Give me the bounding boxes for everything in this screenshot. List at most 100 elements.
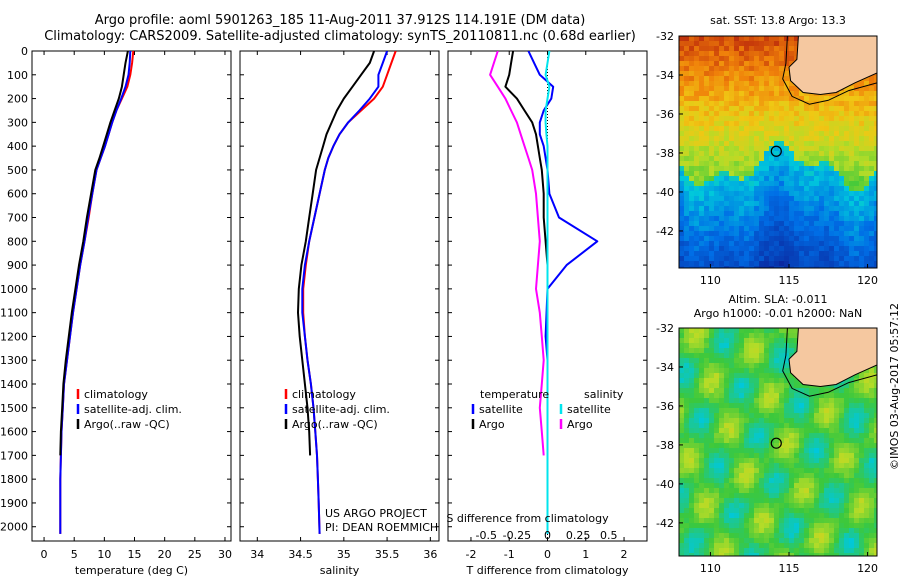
map-cell: [864, 141, 870, 147]
map-cell: [734, 46, 740, 52]
map-cell: [714, 388, 720, 394]
map-cell: [739, 543, 745, 549]
map-cell: [779, 423, 785, 429]
map-cell: [834, 96, 840, 102]
map-cell: [734, 433, 740, 439]
map-cell: [834, 463, 840, 469]
map-cell: [859, 231, 865, 237]
map-cell: [739, 136, 745, 142]
map-cell: [734, 463, 740, 469]
map-cell: [719, 413, 725, 419]
map-cell: [784, 373, 790, 379]
map-cell: [789, 226, 795, 232]
map-cell: [859, 413, 865, 419]
map-cell: [759, 146, 765, 152]
map-cell: [809, 498, 815, 504]
map-cell: [804, 121, 810, 127]
map-cell: [769, 81, 775, 87]
map-cell: [829, 503, 835, 509]
map-cell: [854, 236, 860, 242]
map-cell: [744, 488, 750, 494]
map-cell: [744, 261, 750, 267]
map-cell: [834, 266, 840, 268]
map-cell: [854, 96, 860, 102]
map-cell: [849, 398, 855, 404]
map-cell: [829, 383, 835, 389]
map-cell: [849, 206, 855, 212]
map-cell: [844, 156, 850, 162]
map-cell: [729, 51, 735, 57]
map-cell: [864, 181, 870, 187]
map-cell: [809, 453, 815, 459]
map-cell: [724, 201, 730, 207]
map-cell: [689, 261, 695, 267]
map-cell: [739, 398, 745, 404]
depth-tick-label: 600: [7, 188, 28, 201]
map-cell: [844, 226, 850, 232]
map-cell: [694, 433, 700, 439]
map-cell: [859, 388, 865, 394]
map-cell: [724, 101, 730, 107]
x-tick-label: 5: [71, 548, 78, 561]
map-cell: [774, 448, 780, 454]
map-cell: [709, 453, 715, 459]
map-cell: [799, 488, 805, 494]
map-cell: [694, 36, 700, 42]
map-cell: [724, 348, 730, 354]
map-cell: [809, 161, 815, 167]
map-cell: [759, 398, 765, 404]
map-cell: [739, 488, 745, 494]
map-cell: [704, 393, 710, 399]
map-cell: [759, 448, 765, 454]
map-cell: [804, 438, 810, 444]
map-cell: [684, 378, 690, 384]
map-cell: [854, 488, 860, 494]
figure-title-line2: Climatology: CARS2009. Satellite-adjuste…: [44, 29, 636, 44]
map-cell: [839, 548, 845, 554]
map-cell: [739, 533, 745, 539]
map-cell: [869, 543, 875, 549]
depth-tick-label: 1200: [0, 330, 28, 343]
map-cell: [834, 498, 840, 504]
map-cell: [804, 236, 810, 242]
map-cell: [854, 473, 860, 479]
map-cell: [839, 493, 845, 499]
map-cell: [734, 538, 740, 544]
map-cell: [699, 338, 705, 344]
map-cell: [804, 241, 810, 247]
map-cell: [874, 488, 877, 494]
map-cell: [749, 211, 755, 217]
map-cell: [784, 368, 790, 374]
map-cell: [749, 393, 755, 399]
map-cell: [804, 171, 810, 177]
map-cell: [869, 126, 875, 132]
map-cell: [684, 448, 690, 454]
map-cell: [754, 348, 760, 354]
map-cell: [694, 368, 700, 374]
map-cell: [684, 553, 690, 556]
map-cell: [869, 141, 875, 147]
map-cell: [764, 166, 770, 172]
map-cell: [834, 166, 840, 172]
map-cell: [834, 453, 840, 459]
map-cell: [724, 543, 730, 549]
annotation-text: PI: DEAN ROEMMICH: [325, 521, 438, 534]
map-cell: [729, 156, 735, 162]
map-cell: [874, 76, 877, 82]
map-cell: [774, 91, 780, 97]
map-cell: [739, 191, 745, 197]
map-cell: [684, 368, 690, 374]
map-cell: [829, 241, 835, 247]
map-cell: [874, 553, 877, 556]
map-cell: [734, 508, 740, 514]
map-cell: [704, 523, 710, 529]
map-cell: [824, 121, 830, 127]
map-cell: [869, 181, 875, 187]
map-cell: [834, 428, 840, 434]
map-cell: [874, 101, 877, 107]
map-cell: [804, 468, 810, 474]
map-cell: [679, 106, 685, 112]
map-cell: [679, 498, 685, 504]
map-cell: [789, 453, 795, 459]
map-cell: [809, 438, 815, 444]
